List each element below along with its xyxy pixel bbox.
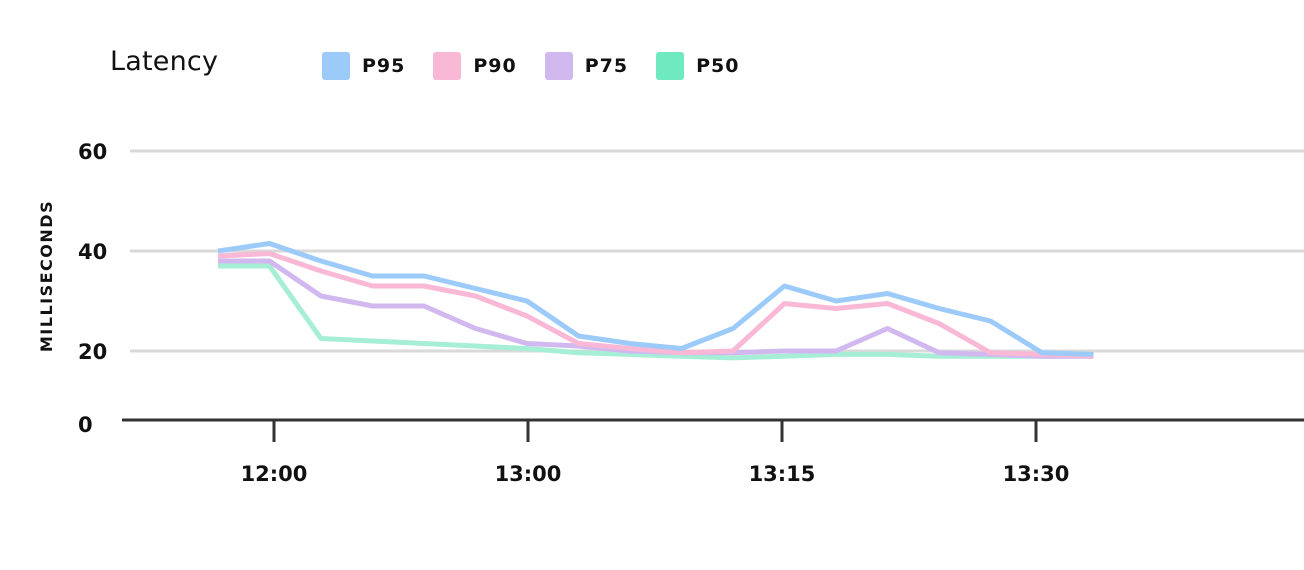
series-lines <box>217 241 1094 361</box>
legend-swatch-p95 <box>322 52 350 80</box>
y-tick-label-0: 0 <box>78 413 93 437</box>
chart-legend: P95 P90 P75 P50 <box>322 52 768 80</box>
legend-label-p75: P75 <box>584 55 629 77</box>
legend-item-p50[interactable]: P50 <box>656 52 739 80</box>
x-tick-label-1: 13:00 <box>495 462 562 486</box>
y-axis-ticks: 0 20 40 60 <box>78 140 107 437</box>
y-tick-label-20: 20 <box>78 340 107 364</box>
legend-label-p95: P95 <box>362 55 406 77</box>
legend-item-p90[interactable]: P90 <box>433 52 516 80</box>
legend-label-p90: P90 <box>473 55 517 77</box>
legend-swatch-p50 <box>656 52 685 80</box>
legend-item-p95[interactable]: P95 <box>322 52 405 80</box>
x-axis: 12:00 13:00 13:15 13:30 <box>122 418 1304 486</box>
x-tick-label-2: 13:15 <box>749 462 816 486</box>
chart-title: Latency <box>110 46 219 77</box>
legend-label-p50: P50 <box>696 55 740 77</box>
legend-swatch-p90 <box>433 52 462 80</box>
x-tick-label-0: 12:00 <box>241 462 308 486</box>
x-tick-label-3: 13:30 <box>1003 462 1070 486</box>
series-line-p90[interactable] <box>217 251 1094 359</box>
legend-swatch-p75 <box>544 52 573 80</box>
series-line-p95[interactable] <box>217 241 1094 357</box>
y-tick-label-60: 60 <box>78 140 107 164</box>
legend-item-p75[interactable]: P75 <box>544 52 629 80</box>
y-tick-label-40: 40 <box>78 240 107 264</box>
series-line-p50[interactable] <box>218 263 1094 361</box>
y-axis-label: MILLISECONDS <box>37 200 56 352</box>
